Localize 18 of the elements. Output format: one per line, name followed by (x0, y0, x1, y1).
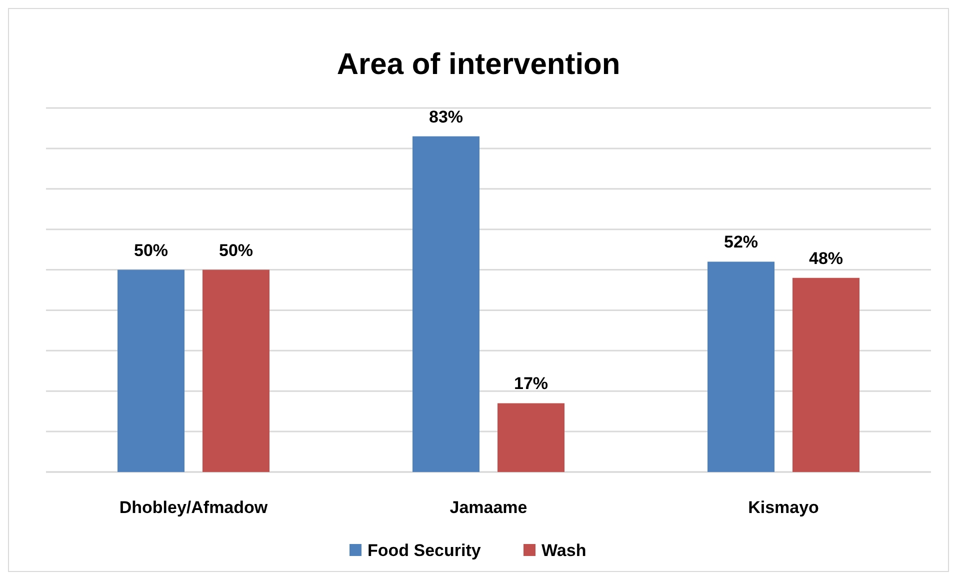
legend-label: Food Security (368, 541, 482, 560)
data-label: 48% (808, 248, 844, 268)
bar (708, 262, 774, 472)
x-tick-label: Kismayo (748, 498, 819, 517)
bar (202, 270, 270, 472)
data-label: 50% (134, 240, 168, 260)
legend-label: Wash (542, 541, 586, 560)
bar (412, 136, 480, 472)
bar (792, 278, 860, 472)
x-tick-label: Dhobley/Afmadow (119, 498, 268, 517)
bar (498, 403, 564, 472)
chart-title: Area of intervention (336, 48, 620, 81)
bar (118, 270, 184, 472)
x-tick-label: Jamaame (450, 498, 528, 517)
data-label: 50% (218, 240, 254, 260)
data-label: 83% (428, 107, 464, 126)
data-label: 52% (724, 232, 758, 252)
data-label: 17% (514, 374, 548, 394)
